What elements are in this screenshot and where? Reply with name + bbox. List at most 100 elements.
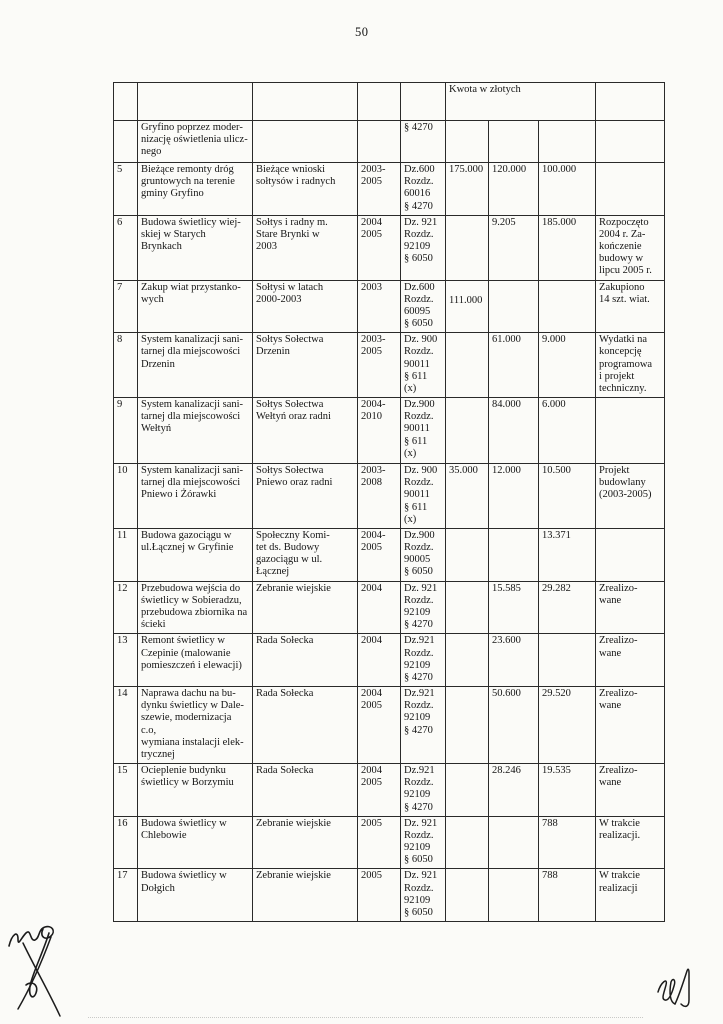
cell-remarks: [595, 162, 666, 216]
header-classification: [400, 82, 446, 121]
cell-initiator: Rada Sołecka: [252, 633, 358, 688]
cell-years: 2004- 2010: [357, 397, 401, 465]
cell-years: 2005: [357, 815, 401, 870]
cell-kwota2: 23.600: [488, 633, 539, 688]
cell-years: 2004- 2005: [357, 527, 401, 582]
cell-kwota1: 35.000: [445, 463, 489, 529]
cell-initiator: Zebranie wiejskie: [252, 580, 358, 635]
cell-classification: Dz.600 Rozdz. 60095 § 6050: [400, 279, 446, 334]
cell-remarks: W trakcie realizacji.: [595, 815, 666, 870]
cell-no: 7: [113, 279, 138, 334]
cell-task: System kanalizacji sani- tarnej dla miej…: [137, 397, 253, 465]
cell-classification: Dz.921 Rozdz. 92109 § 4270: [400, 686, 446, 765]
cell-no: [113, 120, 138, 163]
cell-years: 2003- 2005: [357, 332, 401, 399]
kwota-header: Kwota w złotych: [444, 82, 597, 121]
cell-classification: § 4270: [400, 120, 446, 163]
cell-kwota2: 9.205: [488, 214, 539, 281]
cell-no: 10: [113, 463, 138, 529]
cell-classification: Dz. 921 Rozdz. 92109 § 6050: [400, 214, 446, 281]
handwritten-signature-right-ink: [657, 968, 690, 1008]
cell-kwota3: 100.000: [537, 162, 597, 216]
handwritten-signature-left-ink: [8, 925, 61, 1017]
cell-initiator: Rada Sołecka: [252, 686, 358, 765]
table-row: 15 Ocieplenie budynku świetlicy w Borzymi…: [113, 763, 666, 817]
cell-no: 17: [113, 868, 138, 923]
table-row: 10 System kanalizacji sani- tarnej dla mi…: [113, 463, 666, 529]
cell-kwota3: 10.500: [537, 463, 597, 529]
cell-remarks: Zrealizo- wane: [595, 633, 666, 688]
header-remarks: [595, 82, 666, 121]
cell-years: 2004: [357, 580, 401, 635]
cell-task: Budowa świetlicy w Chlebowie: [137, 815, 253, 870]
cell-task: Naprawa dachu na bu- dynku świetlicy w D…: [137, 686, 253, 765]
cell-no: 9: [113, 397, 138, 465]
cell-kwota2: [488, 120, 539, 163]
cell-kwota2: 28.246: [488, 763, 539, 817]
cell-task: Ocieplenie budynku świetlicy w Borzymiu: [137, 763, 253, 817]
cell-no: 12: [113, 580, 138, 635]
cell-classification: Dz.921 Rozdz. 92109 § 4270: [400, 763, 446, 817]
table-row: Gryfino poprzez moder- nizację oświetlen…: [113, 120, 666, 163]
cell-task: Budowa świetlicy wiej- skiej w Starych B…: [137, 214, 253, 281]
cell-kwota1: [445, 120, 489, 163]
cell-classification: Dz. 921 Rozdz. 92109 § 6050: [400, 868, 446, 923]
cell-task: Remont świetlicy w Czepinie (malowanie p…: [137, 633, 253, 688]
cell-kwota2: 61.000: [488, 332, 539, 399]
cell-classification: Dz.600 Rozdz. 60016 § 4270: [400, 162, 446, 216]
cell-years: 2004 2005: [357, 686, 401, 765]
cell-task: System kanalizacji sani- tarnej dla miej…: [137, 332, 253, 399]
cell-kwota1: [445, 815, 489, 870]
cell-remarks: [595, 527, 666, 582]
table-row: 13 Remont świetlicy w Czepinie (malowanie…: [113, 633, 666, 688]
cell-no: 16: [113, 815, 138, 870]
cell-classification: Dz.921 Rozdz. 92109 § 4270: [400, 633, 446, 688]
table-body: Gryfino poprzez moder- nizację oświetlen…: [113, 120, 666, 923]
cell-initiator: Sołtys Sołectwa Drzenin: [252, 332, 358, 399]
header-task: [137, 82, 253, 121]
cell-kwota3: [537, 120, 597, 163]
cell-years: 2003- 2005: [357, 162, 401, 216]
cell-remarks: [595, 120, 666, 163]
cell-kwota1: [445, 332, 489, 399]
cell-remarks: [595, 397, 666, 465]
cell-classification: Dz.900 Rozdz. 90005 § 6050: [400, 527, 446, 582]
page-number: 50: [355, 25, 369, 39]
cell-kwota1: [445, 580, 489, 635]
cell-initiator: [252, 120, 358, 163]
cell-kwota2: 50.600: [488, 686, 539, 765]
table-row: 16 Budowa świetlicy w Chlebowie Zebranie w…: [113, 815, 666, 870]
header-years: [357, 82, 401, 121]
cell-initiator: Społeczny Komi- tet ds. Budowy gazociągu…: [252, 527, 358, 582]
cell-remarks: Wydatki na koncepcję programowa i projek…: [595, 332, 666, 399]
cell-kwota3: [537, 633, 597, 688]
cell-no: 11: [113, 527, 138, 582]
cell-no: 8: [113, 332, 138, 399]
cell-initiator: Sołtys i radny m. Stare Brynki w 2003: [252, 214, 358, 281]
cell-initiator: Sołtysi w latach 2000-2003: [252, 279, 358, 334]
cell-remarks: Projekt budowlany (2003-2005): [595, 463, 666, 529]
cell-kwota3: 13.371: [537, 527, 597, 582]
cell-kwota3: 788: [537, 815, 597, 870]
cell-classification: Dz. 900 Rozdz. 90011 § 611 (x): [400, 463, 446, 529]
table-header-row: Kwota w złotych: [113, 82, 666, 121]
cell-years: 2005: [357, 868, 401, 923]
cell-kwota2: [488, 527, 539, 582]
cell-no: 5: [113, 162, 138, 216]
cell-classification: Dz. 921 Rozdz. 92109 § 4270: [400, 580, 446, 635]
cell-kwota1: 111.000: [445, 279, 489, 334]
cell-task: Budowa świetlicy w Dołgich: [137, 868, 253, 923]
scan-noise-line: [88, 1017, 643, 1018]
cell-kwota3: [537, 279, 597, 334]
cell-no: 14: [113, 686, 138, 765]
cell-kwota1: [445, 763, 489, 817]
cell-years: 2004 2005: [357, 214, 401, 281]
cell-kwota3: 29.282: [537, 580, 597, 635]
cell-kwota3: 19.535: [537, 763, 597, 817]
cell-kwota1: [445, 214, 489, 281]
table-row: 9 System kanalizacji sani- tarnej dla mie…: [113, 397, 666, 465]
cell-remarks: Zrealizo- wane: [595, 580, 666, 635]
table-row: 17 Budowa świetlicy w Dołgich Zebranie wie…: [113, 868, 666, 923]
cell-kwota2: [488, 868, 539, 923]
cell-kwota1: [445, 868, 489, 923]
